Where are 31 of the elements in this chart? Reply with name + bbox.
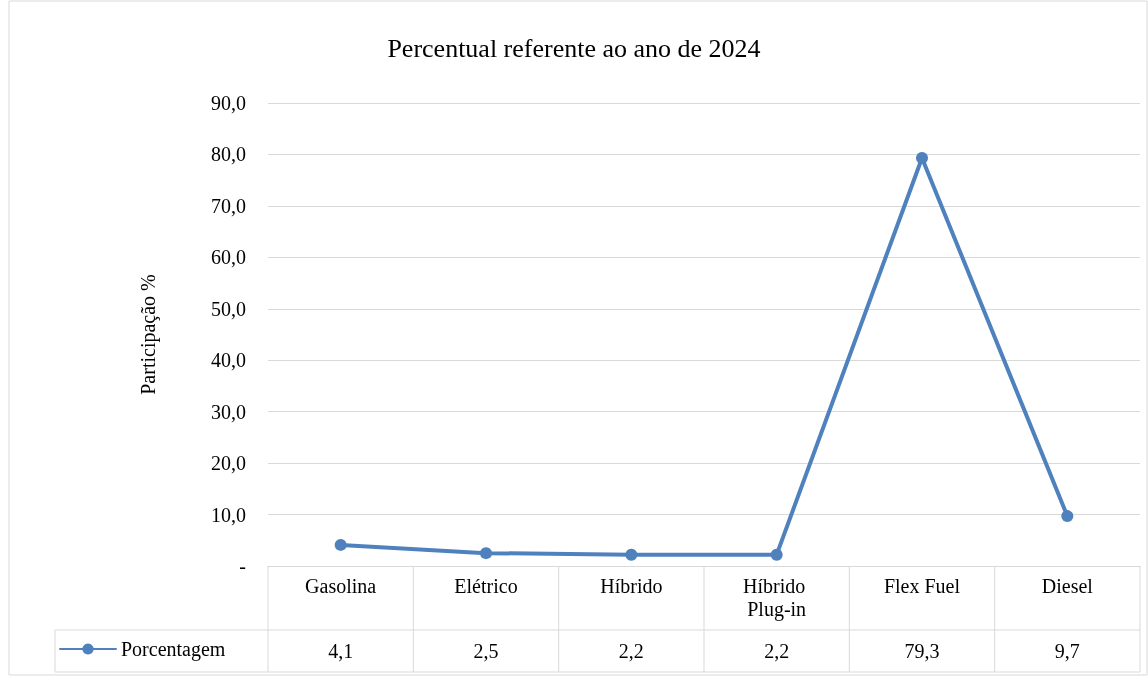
x-tick-label: Gasolina: [305, 574, 377, 597]
data-label: 9,7: [1054, 640, 1080, 662]
y-tick-label: 60,0: [211, 246, 246, 269]
data-label: 4,1: [328, 640, 354, 662]
y-tick-label: 90,0: [211, 92, 246, 114]
data-label: 2,2: [618, 640, 644, 662]
data-label: 79,3: [904, 640, 940, 662]
x-tick-label: Híbrido Plug-in: [743, 574, 811, 621]
point: [334, 538, 347, 551]
legend-label: Porcentagem: [121, 638, 226, 661]
point: [770, 548, 783, 561]
y-tick-label: 70,0: [211, 194, 246, 217]
x-tick-label: Elétrico: [454, 574, 518, 597]
data-label: 2,2: [764, 640, 790, 662]
chart-title: Percentual referente ao ano de 2024: [387, 33, 761, 63]
y-tick-label: 30,0: [211, 400, 246, 423]
x-tick-label: Diesel: [1041, 574, 1094, 597]
y-tick-label: 40,0: [211, 349, 246, 372]
point: [1061, 510, 1074, 523]
point: [480, 547, 492, 560]
y-tick-label: 10,0: [211, 503, 246, 526]
y-tick-label: -: [239, 555, 246, 577]
y-tick-label: 50,0: [211, 297, 246, 320]
y-tick-label: 80,0: [211, 143, 246, 166]
point: [625, 548, 638, 561]
y-axis-title: Participação %: [137, 274, 160, 395]
y-tick-label: 20,0: [211, 452, 246, 475]
x-tick-label: Flex Fuel: [883, 574, 961, 597]
x-tick-label: Híbrido: [600, 574, 663, 597]
data-label: 2,5: [473, 640, 499, 662]
point: [916, 152, 928, 165]
